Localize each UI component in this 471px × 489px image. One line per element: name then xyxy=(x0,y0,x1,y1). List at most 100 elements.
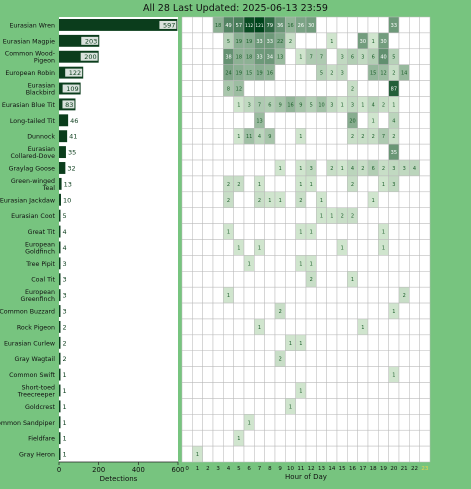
heatmap-cell xyxy=(305,143,317,161)
heatmap-cell xyxy=(233,191,245,208)
heatmap-cell xyxy=(181,414,193,431)
bar-x-tick-label: 400 xyxy=(132,466,145,474)
heatmap-cell xyxy=(181,239,193,256)
heatmap-cell xyxy=(409,271,420,288)
heatmap-cell xyxy=(419,255,431,272)
heatmap-cell xyxy=(367,80,379,97)
heatmap-cell xyxy=(336,334,348,352)
bar xyxy=(59,448,61,460)
heatmap-cell xyxy=(336,414,348,431)
bar xyxy=(59,432,61,445)
category-label: Treecreeper xyxy=(17,391,56,398)
heatmap-cell xyxy=(367,382,379,399)
bar-value: 200 xyxy=(84,53,96,61)
heatmap-cell xyxy=(243,191,255,208)
bar xyxy=(59,400,61,413)
bar-value-bg xyxy=(61,450,69,459)
heatmap-cell xyxy=(192,318,203,336)
heatmap-cell xyxy=(326,112,338,129)
bar xyxy=(59,416,61,429)
heatmap-value: 2 xyxy=(392,71,395,77)
bar xyxy=(59,257,61,270)
heatmap-cell xyxy=(367,143,379,161)
hour-tick-label: 15 xyxy=(339,466,346,472)
heatmap-cell xyxy=(419,191,431,208)
heatmap-value: 1 xyxy=(320,198,323,204)
heatmap-cell xyxy=(192,271,203,288)
bar-value-bg xyxy=(68,132,81,141)
heatmap-cell xyxy=(254,414,265,431)
heatmap-cell xyxy=(254,286,265,304)
bar-x-tick-label: 200 xyxy=(92,466,105,474)
heatmap-value: 2 xyxy=(382,102,385,108)
heatmap-cell xyxy=(367,223,379,240)
bar xyxy=(59,384,61,397)
heatmap-cell xyxy=(274,207,286,224)
heatmap-cell xyxy=(347,286,358,304)
heatmap-x-axis-label: Hour of Day xyxy=(285,473,327,481)
heatmap-cell xyxy=(202,255,214,272)
heatmap-cell xyxy=(398,191,410,208)
heatmap-value: 2 xyxy=(392,134,395,140)
heatmap-value: 14 xyxy=(401,71,407,77)
heatmap-cell xyxy=(409,429,420,447)
heatmap-value: 38 xyxy=(225,55,231,61)
hour-tick-label: 9 xyxy=(278,466,282,472)
heatmap-cell xyxy=(326,271,338,288)
category-label: Goldfinch xyxy=(25,248,55,255)
heatmap-cell xyxy=(243,175,255,193)
heatmap-cell xyxy=(367,445,379,463)
bar-value-bg xyxy=(61,243,69,252)
heatmap-cell xyxy=(233,382,245,399)
heatmap-cell xyxy=(295,318,307,336)
heatmap-cell xyxy=(316,175,327,193)
heatmap-cell xyxy=(326,414,338,431)
heatmap-cell xyxy=(181,32,193,50)
heatmap-cell xyxy=(202,64,214,81)
heatmap-cell xyxy=(326,286,338,304)
category-label: Green-winged xyxy=(11,178,55,185)
heatmap-cell xyxy=(419,159,431,177)
heatmap-cell xyxy=(264,239,276,256)
heatmap-cell xyxy=(202,32,214,50)
heatmap-value: 1 xyxy=(237,245,240,251)
heatmap-cell xyxy=(192,16,203,34)
heatmap-value: 1 xyxy=(299,182,302,188)
heatmap-cell xyxy=(419,366,431,383)
bar-value-bg xyxy=(159,20,177,29)
heatmap-cell xyxy=(192,80,203,97)
heatmap-cell xyxy=(316,445,327,463)
heatmap-cell xyxy=(274,445,286,463)
heatmap-cell xyxy=(274,223,286,240)
heatmap-value: 36 xyxy=(277,23,283,29)
bar-value: 203 xyxy=(85,37,97,45)
heatmap-cell xyxy=(202,96,214,113)
heatmap-cell xyxy=(274,255,286,272)
heatmap-cell xyxy=(367,207,379,224)
category-label: Tree Pipit xyxy=(25,261,55,268)
heatmap-value: 1 xyxy=(372,39,375,45)
heatmap-cell xyxy=(336,16,348,34)
heatmap-cell xyxy=(305,207,317,224)
heatmap-cell xyxy=(202,302,214,320)
heatmap-value: 1 xyxy=(330,214,333,220)
heatmap-cell xyxy=(378,366,389,383)
bar-value-bg xyxy=(61,402,69,411)
heatmap-value: 6 xyxy=(268,102,271,108)
heatmap-cell xyxy=(243,286,255,304)
heatmap-cell xyxy=(367,414,379,431)
bar-value-bg xyxy=(61,195,74,204)
heatmap-cell xyxy=(274,286,286,304)
heatmap-cell xyxy=(233,414,245,431)
heatmap-cell xyxy=(274,429,286,447)
heatmap-cell xyxy=(181,112,193,129)
heatmap-cell xyxy=(357,175,369,193)
heatmap-cell xyxy=(305,191,317,208)
heatmap-cell xyxy=(336,398,348,415)
bar xyxy=(59,336,61,349)
heatmap-cell xyxy=(398,112,410,129)
heatmap-value: 2 xyxy=(351,182,354,188)
heatmap-cell xyxy=(378,429,389,447)
heatmap-cell xyxy=(181,350,193,367)
heatmap-cell xyxy=(326,398,338,415)
